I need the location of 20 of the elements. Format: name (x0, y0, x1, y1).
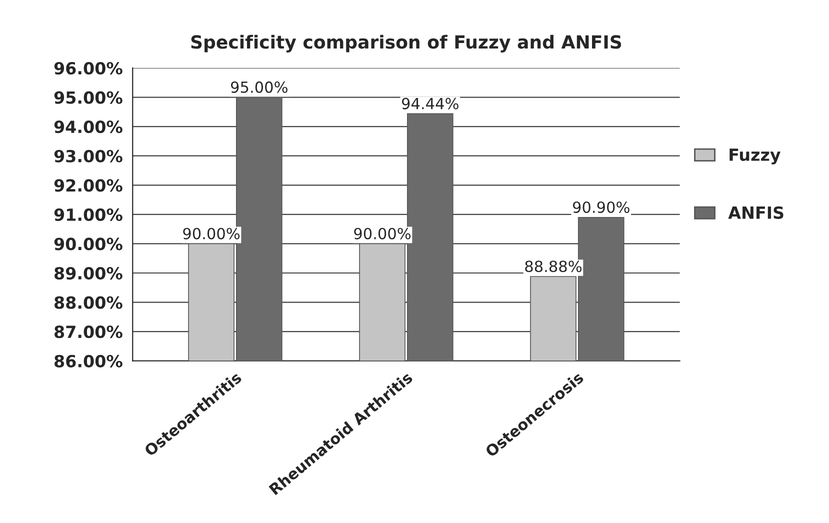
chart-title: Specificity comparison of Fuzzy and ANFIS (191, 34, 622, 52)
y-tick-label: 96.00% (54, 62, 122, 75)
data-label: 94.44% (402, 98, 458, 110)
legend-label: ANFIS (728, 206, 784, 219)
data-label: 90.00% (354, 228, 411, 240)
y-tick-label: 93.00% (54, 150, 122, 162)
y-tick-label: 89.00% (54, 266, 122, 280)
y-tick-label: 90.00% (54, 238, 122, 250)
legend-label: Fuzzy (730, 148, 780, 164)
data-label: 90.90% (572, 201, 630, 214)
y-tick-label: 88.00% (54, 296, 122, 309)
y-tick-label: 91.00% (54, 208, 122, 221)
y-tick-label: 95.00% (54, 91, 122, 104)
data-label: 88.88% (525, 260, 582, 272)
y-tick-label: 94.00% (54, 120, 122, 134)
data-label: 90.00% (183, 228, 240, 240)
y-tick-label: 87.00% (54, 326, 122, 338)
y-tick-label: 86.00% (54, 354, 122, 368)
y-tick-label: 92.00% (54, 179, 122, 192)
data-label: 95.00% (231, 81, 288, 93)
